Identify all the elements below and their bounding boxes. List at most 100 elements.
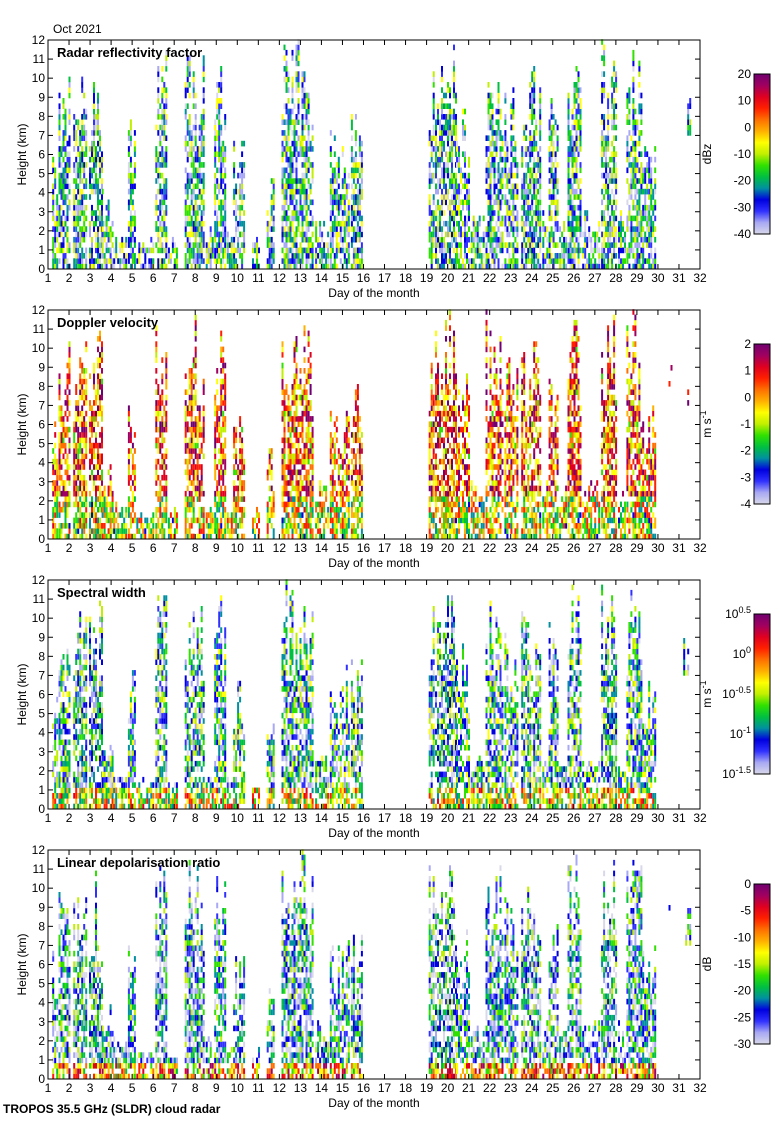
data-cell [642, 178, 644, 184]
data-cell [119, 534, 121, 540]
data-cell [502, 232, 504, 238]
data-cell [429, 173, 431, 179]
data-cell [529, 205, 531, 211]
data-cell [348, 210, 350, 216]
data-cell [155, 178, 157, 184]
data-cell [185, 264, 187, 270]
data-cell [296, 114, 298, 120]
data-cell [638, 253, 640, 259]
data-cell [185, 528, 187, 534]
data-cell [611, 258, 613, 264]
data-cell [433, 109, 435, 115]
data-cell [191, 178, 193, 184]
data-cell [292, 200, 294, 206]
data-cell [75, 459, 77, 465]
data-cell [533, 264, 535, 270]
data-cell [529, 98, 531, 104]
data-cell [496, 253, 498, 259]
data-cell [531, 93, 533, 99]
data-cell [99, 221, 101, 227]
data-cell [338, 242, 340, 248]
data-cell [494, 253, 496, 259]
data-cell [89, 232, 91, 238]
data-cell [93, 379, 95, 385]
data-cell [451, 184, 453, 190]
data-cell [578, 87, 580, 93]
data-cell [574, 205, 576, 211]
data-cell [315, 237, 317, 243]
data-cell [435, 237, 437, 243]
data-cell [584, 232, 586, 238]
data-cell [155, 427, 157, 433]
data-cell [191, 221, 193, 227]
data-cell [199, 146, 201, 152]
data-cell [155, 405, 157, 411]
data-cell [61, 528, 63, 534]
data-cell [99, 528, 101, 534]
data-cell [157, 448, 159, 454]
data-cell [191, 146, 193, 152]
data-cell [611, 226, 613, 232]
data-cell [304, 194, 306, 200]
data-cell [486, 178, 488, 184]
data-cell [603, 216, 605, 222]
data-cell [185, 221, 187, 227]
data-cell [455, 173, 457, 179]
data-cell [574, 162, 576, 168]
data-cell [431, 135, 433, 141]
data-cell [185, 205, 187, 211]
data-cell [306, 93, 308, 99]
data-cell [546, 253, 548, 259]
data-cell [189, 119, 191, 125]
data-cell [650, 253, 652, 259]
data-cell [54, 184, 56, 190]
data-cell [598, 264, 600, 270]
data-cell [586, 210, 588, 216]
data-cell [453, 184, 455, 190]
data-cell [361, 173, 363, 179]
data-cell [197, 221, 199, 227]
data-cell [466, 194, 468, 200]
data-cell [527, 237, 529, 243]
data-cell [361, 168, 363, 174]
data-cell [433, 237, 435, 243]
data-cell [93, 363, 95, 369]
data-cell [553, 151, 555, 157]
data-cell [157, 405, 159, 411]
data-cell [239, 210, 241, 216]
data-cell [193, 226, 195, 232]
data-cell [340, 221, 342, 227]
data-cell [77, 443, 79, 449]
data-cell [75, 389, 77, 395]
data-cell [455, 119, 457, 125]
data-cell [435, 258, 437, 264]
data-cell [97, 454, 99, 460]
data-cell [447, 130, 449, 136]
data-cell [523, 189, 525, 195]
data-cell [185, 459, 187, 465]
data-cell [63, 432, 65, 438]
data-cell [81, 432, 83, 438]
data-cell [161, 87, 163, 93]
data-cell [286, 50, 288, 56]
data-cell [269, 264, 271, 270]
data-cell [294, 264, 296, 270]
data-cell [73, 470, 75, 476]
data-cell [220, 77, 222, 83]
data-cell [551, 157, 553, 163]
data-cell [191, 411, 193, 417]
data-cell [449, 109, 451, 115]
data-cell [189, 253, 191, 259]
data-cell [529, 82, 531, 88]
data-cell [308, 157, 310, 163]
data-cell [235, 205, 237, 211]
data-cell [59, 491, 61, 497]
data-cell [500, 221, 502, 227]
data-cell [243, 173, 245, 179]
data-cell [296, 210, 298, 216]
data-cell [456, 205, 458, 211]
data-cell [525, 221, 527, 227]
data-cell [59, 534, 61, 540]
data-cell [500, 205, 502, 211]
data-cell [220, 141, 222, 147]
